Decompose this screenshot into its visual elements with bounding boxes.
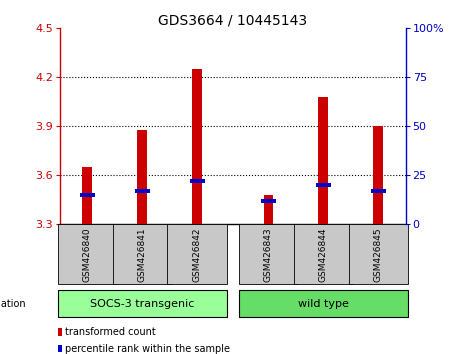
Text: GSM426840: GSM426840 [83,227,92,282]
Text: SOCS-3 transgenic: SOCS-3 transgenic [90,299,195,309]
Text: transformed count: transformed count [65,327,156,337]
Bar [316,183,331,187]
Bar [319,97,328,224]
Bar [83,167,92,224]
Title: GDS3664 / 10445143: GDS3664 / 10445143 [158,13,307,27]
Bar [294,224,353,284]
Bar [239,290,408,317]
Bar [137,130,147,224]
Text: GSM426842: GSM426842 [193,227,201,281]
Bar [135,189,150,193]
Text: genotype/variation: genotype/variation [0,299,26,309]
Text: wild type: wild type [298,299,349,309]
Bar [264,195,273,224]
Bar [239,224,298,284]
Text: GSM426844: GSM426844 [319,227,328,281]
Bar [371,189,386,193]
Bar [58,345,62,352]
Text: GSM426843: GSM426843 [264,227,273,282]
Bar [58,290,227,317]
Text: percentile rank within the sample: percentile rank within the sample [65,344,230,354]
Bar [58,224,117,284]
Bar [167,224,227,284]
Bar [261,199,276,203]
Bar [58,329,62,336]
Bar [192,69,202,224]
Bar [190,179,205,183]
Bar [349,224,408,284]
Text: GSM426841: GSM426841 [138,227,147,282]
Bar [112,224,172,284]
Bar [80,193,95,197]
Text: GSM426845: GSM426845 [374,227,383,282]
Bar [373,126,383,224]
